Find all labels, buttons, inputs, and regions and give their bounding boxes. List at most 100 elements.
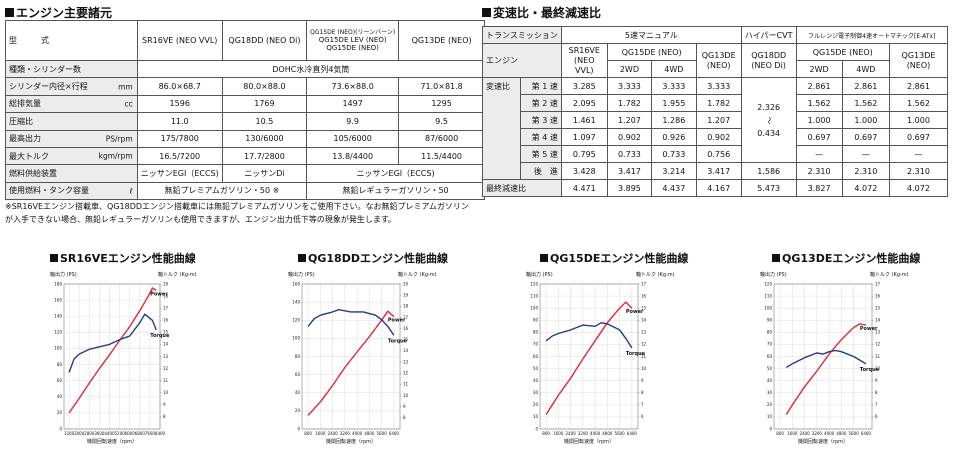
cell-value: 10.5 <box>221 112 308 131</box>
y-right-tick-label: 18 <box>403 304 409 309</box>
y-left-tick-label: 20 <box>57 410 63 415</box>
y-right-tick-label: 14 <box>403 348 409 353</box>
cell-value: 1.207 <box>695 111 742 129</box>
table-row: 第 2 速 2.095 1.782 1.955 1.782 1.562 1.56… <box>483 94 949 112</box>
row-label: 圧縮比 <box>5 112 138 131</box>
y-right-tick-label: 15 <box>875 305 881 310</box>
y-right-tick-label: 17 <box>163 305 169 310</box>
y-right-tick-label: 6 <box>641 414 644 419</box>
y-left-tick-label: 70 <box>767 342 773 347</box>
y-right-tick-label: 9 <box>641 378 644 383</box>
x-tick-label: 4800 <box>602 431 613 436</box>
y-right-axis-label: 軸トルク (Kg-m) <box>636 271 675 278</box>
series-line-power <box>545 301 633 415</box>
y-left-tick-label: 40 <box>533 378 539 383</box>
cell-value: 3.428 <box>560 162 608 180</box>
y-left-tick-label: 40 <box>57 394 63 399</box>
x-tick-label: 2800 <box>84 431 95 436</box>
table-header-row: 2WD 4WD 2WD 4WD <box>483 60 948 78</box>
y-left-tick-label: 90 <box>767 318 773 323</box>
cell-value: 16.5/7200 <box>136 146 223 166</box>
footnote: ※SR16VEエンジン搭載車、QG18DDエンジン搭載車には無鉛プレミアムガソリ… <box>5 202 469 224</box>
chart-title-qg13de: QG13DEエンジン性能曲線 <box>772 250 920 266</box>
x-tick-label: 2000 <box>74 431 85 436</box>
y-left-tick-label: 100 <box>292 336 300 341</box>
cell-value: 5.473 <box>740 179 797 197</box>
series-line-torque <box>785 349 867 369</box>
cell-value: 1.782 <box>606 94 653 112</box>
cell-value: 2.310 <box>795 162 843 180</box>
y-right-tick-label: 10 <box>163 390 169 395</box>
series-label-torque: Torque <box>388 338 408 344</box>
cell-value: 無鉛プレミアムガソリン・50 ※ <box>136 181 308 201</box>
header-sr16ve: SR16VE (NEO VVL) <box>136 20 223 61</box>
cell-value: ニッサンEGI（ECCS) <box>306 164 485 183</box>
y-right-tick-label: 13 <box>875 330 881 335</box>
y-left-tick-label: 80 <box>533 330 539 335</box>
cell-value: 1.000 <box>888 111 949 129</box>
cell-value: 3.285 <box>560 77 608 95</box>
y-right-tick-label: 15 <box>403 337 409 342</box>
cell-value: 1.562 <box>888 94 949 112</box>
header-qg15de-mt: QG15DE (NEO) <box>606 43 697 61</box>
y-right-tick-label: 11 <box>403 382 409 387</box>
y-left-tick-label: 90 <box>533 318 539 323</box>
row-label: シリンダー内径×行程 mm <box>5 77 138 96</box>
x-tick-label: 5200 <box>114 431 125 436</box>
x-tick-label: 5600 <box>849 431 860 436</box>
y-left-tick-label: 140 <box>292 299 300 304</box>
y-right-tick-label: 11 <box>875 354 881 359</box>
header-qg15de: QG15DE (NEO)(リーンバーン) QG15DE LEV (NEO) QG… <box>306 20 400 61</box>
plot-frame <box>773 283 873 430</box>
header-qg13de: QG13DE (NEO) <box>398 20 485 61</box>
y-right-axis-label: 軸トルク (Kg-m) <box>158 271 197 278</box>
y-right-tick-label: 7 <box>875 402 878 407</box>
y-right-tick-label: 16 <box>875 293 881 298</box>
gear-label: 後 進 <box>520 162 562 180</box>
series-line-power <box>785 323 867 415</box>
y-left-tick-label: 30 <box>767 390 773 395</box>
x-tick-label: 3200 <box>340 431 351 436</box>
y-right-tick-label: 8 <box>875 390 878 395</box>
gear-label: 第 4 速 <box>520 128 562 146</box>
cell-value: 0.733 <box>651 145 697 163</box>
header-sr16ve: SR16VE (NEO VVL) <box>560 43 608 78</box>
header-4at: フルレンジ電子制御4速オートマチック[E-ATx] <box>795 26 948 44</box>
cell-value: 1.286 <box>651 111 697 129</box>
series-line-torque <box>307 309 395 336</box>
x-tick-label: 1600 <box>315 431 326 436</box>
header-transmission: トランスミッション <box>482 26 562 44</box>
y-left-tick-label: 60 <box>767 354 773 359</box>
series-label-torque: Torque <box>860 367 880 373</box>
y-left-tick-label: 100 <box>54 346 62 351</box>
specs-section-title: エンジン主要諸元 <box>5 4 112 21</box>
cell-value: 1769 <box>221 94 308 114</box>
x-tick-label: 6000 <box>125 431 136 436</box>
table-header-row: トランスミッション 5速マニュアル ハイパーCVT フルレンジ電子制御4速オート… <box>482 26 948 44</box>
x-tick-label: 6800 <box>135 431 146 436</box>
y-right-tick-label: 13 <box>641 330 647 335</box>
cell-value: 1.782 <box>695 94 742 112</box>
cvt-ratio-range: 2.326 〜 0.434 <box>740 77 797 163</box>
y-right-tick-label: 11 <box>163 378 169 383</box>
row-label: 種類・シリンダー数 <box>5 59 138 79</box>
y-right-tick-label: 9 <box>403 404 406 409</box>
y-left-tick-label: 80 <box>295 354 301 359</box>
cell-value: 1.461 <box>560 111 608 129</box>
header-qg15de-at: QG15DE (NEO) <box>795 43 890 61</box>
y-left-tick-label: 50 <box>533 366 539 371</box>
cell-value: 2.861 <box>888 77 949 95</box>
x-tick-label: 4000 <box>352 431 363 436</box>
cell-value: — <box>795 145 843 163</box>
y-right-tick-label: 15 <box>641 305 647 310</box>
y-right-tick-label: 8 <box>641 390 644 395</box>
y-left-tick-label: 10 <box>767 414 773 419</box>
header-cvt: ハイパーCVT <box>740 26 797 44</box>
cell-value: 105/6000 <box>306 129 400 148</box>
series-line-torque <box>68 313 157 373</box>
cell-value: 11.5/4400 <box>398 146 485 166</box>
series-label-torque: Torque <box>150 333 170 339</box>
square-bullet-icon <box>298 254 306 262</box>
y-right-tick-label: 12 <box>403 371 409 376</box>
y-left-axis-label: 軸出力 (PS) <box>288 271 315 278</box>
